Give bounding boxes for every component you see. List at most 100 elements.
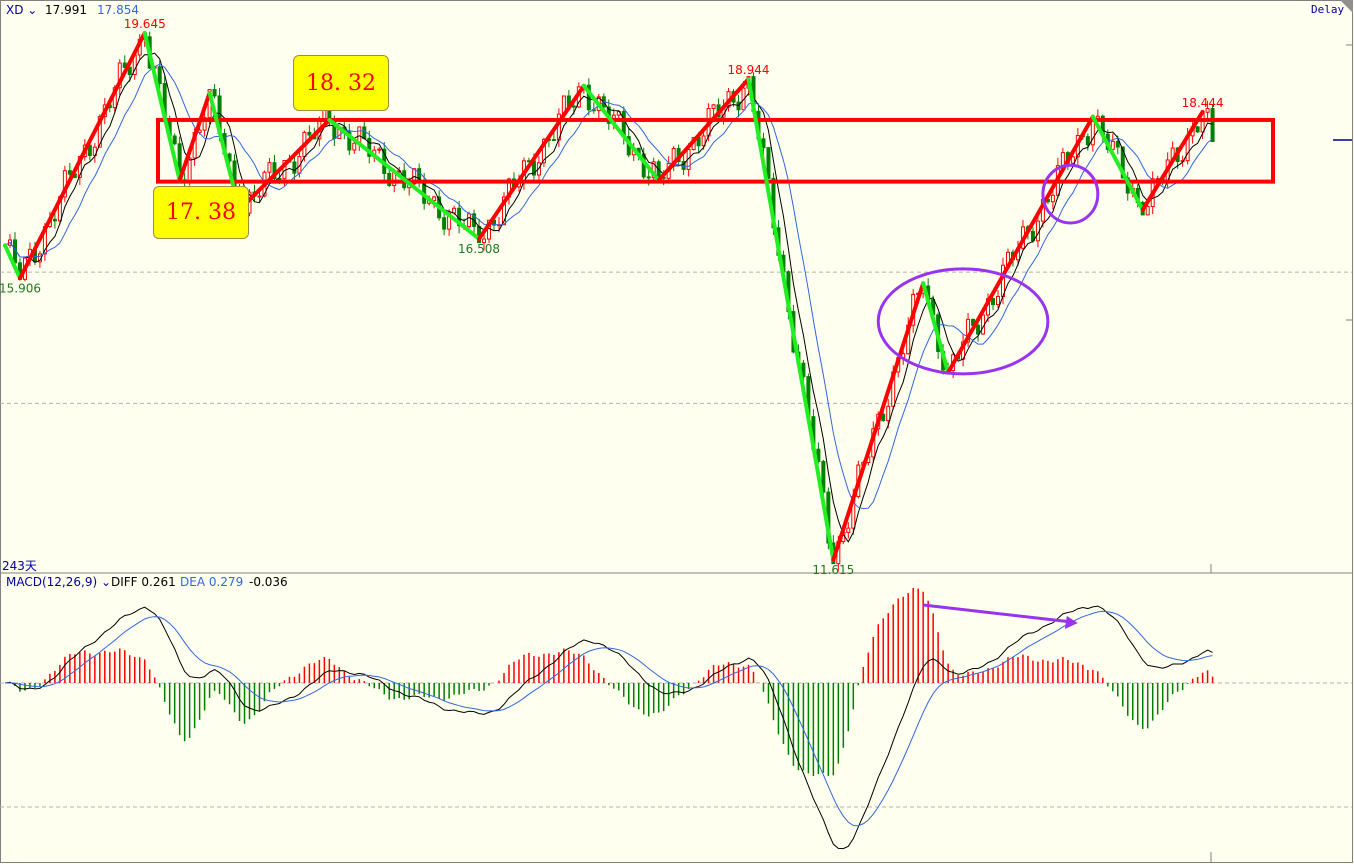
delay-label: Delay (1311, 3, 1345, 16)
candle-body (352, 142, 357, 151)
candle (377, 146, 382, 154)
candle (711, 103, 716, 116)
macd-value: -0.036 (249, 575, 288, 589)
candle-body (292, 161, 297, 174)
highlight-ellipse (876, 267, 1050, 376)
candle (1050, 189, 1055, 210)
candle-body (701, 135, 706, 147)
zigzag-up-leg (17, 31, 147, 281)
candle-body (442, 217, 447, 230)
price-label: 19.645 (124, 17, 166, 31)
chevron-down-icon: ⌄ (97, 575, 112, 589)
candle-body (1210, 108, 1215, 143)
candle (367, 130, 372, 164)
candle (846, 522, 851, 539)
macd-panel (4, 588, 1214, 850)
candle (761, 132, 766, 156)
candle-body (1115, 140, 1120, 148)
candle-body (52, 218, 57, 222)
candle-body (172, 135, 177, 145)
candle-body (482, 238, 487, 244)
candle-body (1120, 146, 1125, 179)
candle-body (67, 170, 72, 175)
candle-body (766, 147, 771, 179)
zigzag-down-leg (327, 117, 482, 241)
arrow-head-icon (1064, 616, 1078, 629)
macd-selector[interactable]: MACD(12,26,9) ⌄ (6, 575, 111, 589)
price-label: 11.615 (812, 563, 854, 577)
candle-body (586, 84, 591, 111)
highlight-ellipse (1041, 163, 1100, 225)
candle (292, 154, 297, 181)
candle (267, 158, 272, 180)
candle (996, 289, 1001, 309)
candle (52, 212, 57, 229)
grid-lines (0, 271, 1352, 808)
symbol-selector[interactable]: XD ⌄ (6, 3, 37, 17)
period-label: 243天 (2, 559, 37, 573)
price-label: 18.944 (728, 63, 770, 77)
candle-body (976, 324, 981, 335)
candle (1210, 104, 1215, 143)
zigzag-up-leg (237, 117, 332, 212)
candle (347, 124, 352, 156)
candle (172, 133, 177, 146)
zigzag-up-leg (946, 114, 1095, 375)
macd-dea: DEA 0.279 (180, 575, 244, 589)
candle (766, 147, 771, 180)
candle-body (846, 527, 851, 533)
zigzag-up-leg (477, 83, 586, 241)
candle-body (502, 196, 506, 226)
candle-body (551, 139, 556, 142)
candle (212, 83, 217, 99)
candle-body (761, 138, 766, 149)
zigzag-lines (3, 31, 1205, 562)
callout-18-32: 18. 32 (293, 55, 389, 111)
candle-body (571, 105, 576, 108)
candle-body (1145, 206, 1150, 216)
zigzag-down-leg (921, 281, 951, 375)
annotations (876, 163, 1100, 629)
ma-value: 17.854 (97, 3, 139, 17)
range-rectangle (156, 117, 1275, 184)
candle-body (257, 195, 262, 198)
candle-body (1085, 136, 1090, 146)
candle-body (801, 362, 806, 378)
candle-body (202, 117, 207, 131)
zigzag-down-leg (581, 83, 661, 183)
candle-body (347, 131, 352, 151)
candle-body (1110, 140, 1115, 150)
macd-dea-line (4, 610, 1213, 827)
candle-body (127, 66, 132, 76)
callout-17-38: 17. 38 (153, 186, 249, 239)
candle (1195, 126, 1200, 133)
price-label: 18.444 (1182, 96, 1224, 110)
candle-body (1060, 152, 1065, 167)
zigzag-down-leg (1090, 114, 1145, 212)
candle-body (881, 413, 886, 422)
macd-diff-line (4, 605, 1213, 850)
candle-body (97, 116, 102, 148)
zigzag-down-leg (3, 243, 22, 281)
candle-body (1050, 194, 1055, 203)
candle (502, 192, 506, 226)
symbol-label: XD (6, 3, 24, 17)
zigzag-up-leg (656, 76, 751, 183)
candle-body (681, 160, 686, 170)
candle-body (367, 138, 372, 157)
candle-body (886, 405, 891, 422)
candle-body (646, 176, 651, 179)
corner-marker (1340, 0, 1353, 13)
candle-body (157, 66, 162, 85)
candle-body (187, 157, 192, 184)
candle (202, 111, 207, 137)
candle (1205, 100, 1210, 118)
price-label: 16.508 (458, 242, 500, 256)
price-labels: 19.645 18.944 18.444 15.906 16.508 11.615 (0, 17, 1224, 577)
candle (991, 297, 996, 311)
chevron-down-icon: ⌄ (23, 3, 38, 17)
candle-body (362, 126, 367, 140)
candle (551, 131, 556, 142)
zigzag-up-leg (177, 91, 212, 183)
